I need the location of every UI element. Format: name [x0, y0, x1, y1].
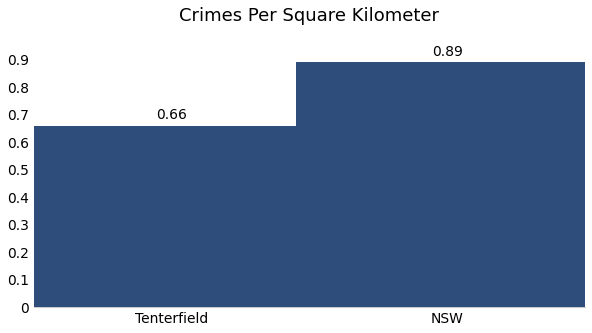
- Bar: [20, 126, 323, 307]
- Title: Crimes Per Square Kilometer: Crimes Per Square Kilometer: [179, 7, 439, 25]
- Bar: [295, 62, 592, 307]
- Text: 0.66: 0.66: [156, 108, 187, 122]
- Text: 0.89: 0.89: [432, 45, 463, 59]
